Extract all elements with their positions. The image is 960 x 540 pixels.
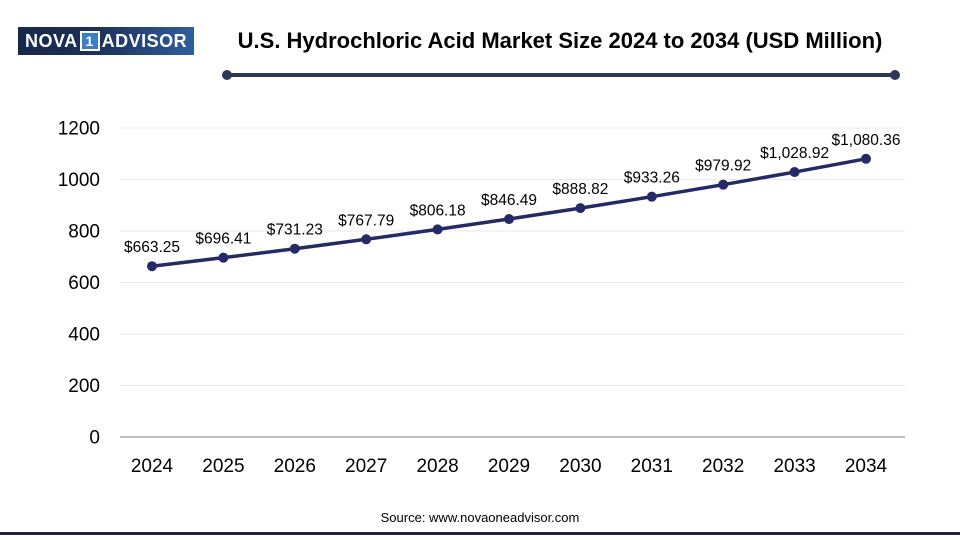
y-tick-label: 200	[68, 376, 100, 397]
data-point	[361, 234, 372, 245]
header: NOVA 1 ADVISOR U.S. Hydrochloric Acid Mark…	[0, 0, 960, 60]
y-tick-label: 1200	[58, 119, 100, 140]
data-point	[218, 252, 229, 263]
data-point	[504, 214, 514, 225]
data-label: $933.26	[624, 170, 680, 187]
data-point	[432, 224, 443, 235]
x-tick-label: 2028	[416, 456, 458, 477]
y-tick-label: 400	[68, 325, 100, 346]
y-tick-label: 0	[89, 428, 100, 449]
data-label: $806.18	[410, 202, 466, 219]
data-point	[289, 243, 300, 254]
x-tick-label: 2032	[702, 456, 744, 477]
x-tick-label: 2034	[845, 456, 888, 477]
x-tick-label: 2024	[131, 456, 174, 477]
data-label: $696.41	[195, 231, 251, 248]
novaone-advisor-logo: NOVA 1 ADVISOR	[18, 27, 195, 55]
data-label: $979.92	[695, 158, 751, 175]
data-point	[718, 179, 729, 190]
series-line	[150, 157, 868, 268]
data-label: $1,028.92	[760, 145, 829, 162]
data-point	[646, 191, 657, 202]
y-tick-label: 800	[68, 222, 100, 243]
logo-one-badge: 1	[79, 31, 100, 51]
chart-title: U.S. Hydrochloric Acid Market Size 2024 …	[237, 28, 883, 53]
x-tick-label: 2025	[202, 456, 244, 477]
data-label: $888.82	[552, 181, 608, 198]
logo-text-nova: NOVA	[25, 30, 78, 51]
x-tick-label: 2026	[274, 456, 316, 477]
title-underline-rule	[222, 70, 900, 80]
x-tick-label: 2029	[488, 456, 530, 477]
data-point	[789, 167, 800, 178]
data-point	[575, 203, 586, 214]
x-tick-label: 2033	[773, 456, 815, 477]
x-tick-label: 2031	[631, 456, 673, 477]
rule-right-dot-icon	[890, 70, 900, 80]
data-label: $767.79	[338, 212, 394, 229]
data-label: $663.25	[124, 239, 180, 256]
data-label: $846.49	[481, 192, 537, 209]
y-tick-label: 600	[68, 273, 100, 294]
logo-text-advisor: ADVISOR	[101, 30, 188, 51]
data-label: $1,080.36	[832, 132, 901, 149]
data-point	[861, 153, 871, 164]
data-point	[147, 261, 157, 272]
x-tick-label: 2030	[559, 456, 601, 477]
x-tick-label: 2027	[345, 456, 387, 477]
y-tick-label: 1000	[58, 170, 100, 191]
bottom-border-rule	[0, 532, 960, 535]
source-attribution: Source: www.novaoneadvisor.com	[380, 510, 580, 525]
data-label: $731.23	[267, 222, 323, 239]
rule-left-dot-icon	[222, 70, 232, 80]
